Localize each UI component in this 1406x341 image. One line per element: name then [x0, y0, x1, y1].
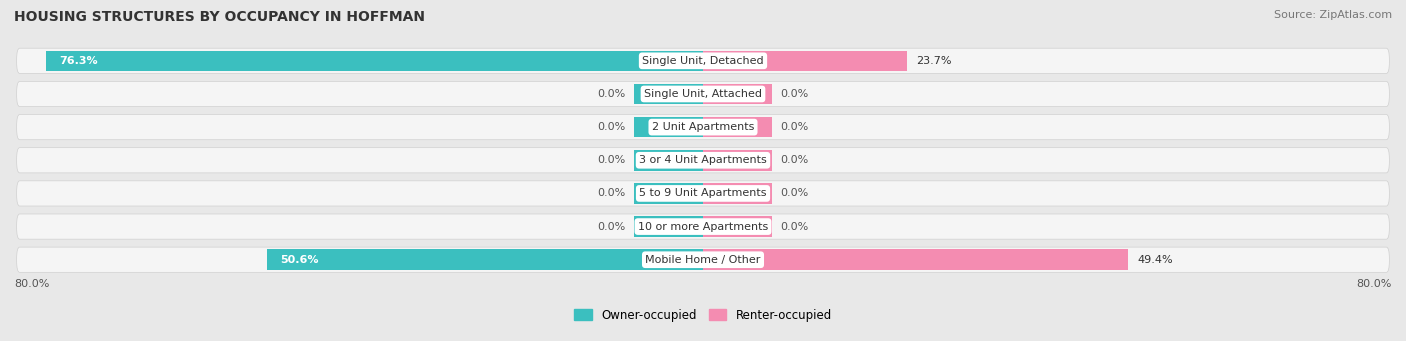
Text: 80.0%: 80.0%: [14, 279, 49, 289]
Text: 76.3%: 76.3%: [59, 56, 97, 66]
Bar: [703, 183, 772, 204]
Text: 50.6%: 50.6%: [280, 255, 319, 265]
Bar: [634, 150, 703, 170]
Text: 23.7%: 23.7%: [915, 56, 952, 66]
Bar: [703, 117, 772, 137]
Text: 0.0%: 0.0%: [598, 155, 626, 165]
Text: 10 or more Apartments: 10 or more Apartments: [638, 222, 768, 232]
Text: 0.0%: 0.0%: [780, 155, 808, 165]
Text: 3 or 4 Unit Apartments: 3 or 4 Unit Apartments: [640, 155, 766, 165]
Text: HOUSING STRUCTURES BY OCCUPANCY IN HOFFMAN: HOUSING STRUCTURES BY OCCUPANCY IN HOFFM…: [14, 10, 425, 24]
Text: 0.0%: 0.0%: [780, 89, 808, 99]
FancyBboxPatch shape: [17, 181, 1389, 206]
Text: Source: ZipAtlas.com: Source: ZipAtlas.com: [1274, 10, 1392, 20]
Bar: [634, 216, 703, 237]
Text: 0.0%: 0.0%: [598, 122, 626, 132]
Bar: [46, 50, 703, 71]
Bar: [634, 183, 703, 204]
FancyBboxPatch shape: [17, 247, 1389, 272]
Bar: [703, 50, 907, 71]
Bar: [634, 84, 703, 104]
FancyBboxPatch shape: [17, 48, 1389, 73]
Text: 0.0%: 0.0%: [598, 189, 626, 198]
Text: 5 to 9 Unit Apartments: 5 to 9 Unit Apartments: [640, 189, 766, 198]
Text: 0.0%: 0.0%: [598, 89, 626, 99]
Bar: [703, 250, 1129, 270]
Text: 49.4%: 49.4%: [1137, 255, 1173, 265]
Bar: [634, 117, 703, 137]
Text: 2 Unit Apartments: 2 Unit Apartments: [652, 122, 754, 132]
Bar: [703, 216, 772, 237]
Bar: [703, 84, 772, 104]
FancyBboxPatch shape: [17, 81, 1389, 107]
Text: 0.0%: 0.0%: [780, 189, 808, 198]
Text: 0.0%: 0.0%: [780, 222, 808, 232]
Text: 0.0%: 0.0%: [780, 122, 808, 132]
Text: Single Unit, Attached: Single Unit, Attached: [644, 89, 762, 99]
Text: 80.0%: 80.0%: [1357, 279, 1392, 289]
Legend: Owner-occupied, Renter-occupied: Owner-occupied, Renter-occupied: [569, 304, 837, 326]
Bar: [703, 150, 772, 170]
Text: Single Unit, Detached: Single Unit, Detached: [643, 56, 763, 66]
Bar: [267, 250, 703, 270]
FancyBboxPatch shape: [17, 214, 1389, 239]
Text: Mobile Home / Other: Mobile Home / Other: [645, 255, 761, 265]
FancyBboxPatch shape: [17, 115, 1389, 140]
FancyBboxPatch shape: [17, 148, 1389, 173]
Text: 0.0%: 0.0%: [598, 222, 626, 232]
